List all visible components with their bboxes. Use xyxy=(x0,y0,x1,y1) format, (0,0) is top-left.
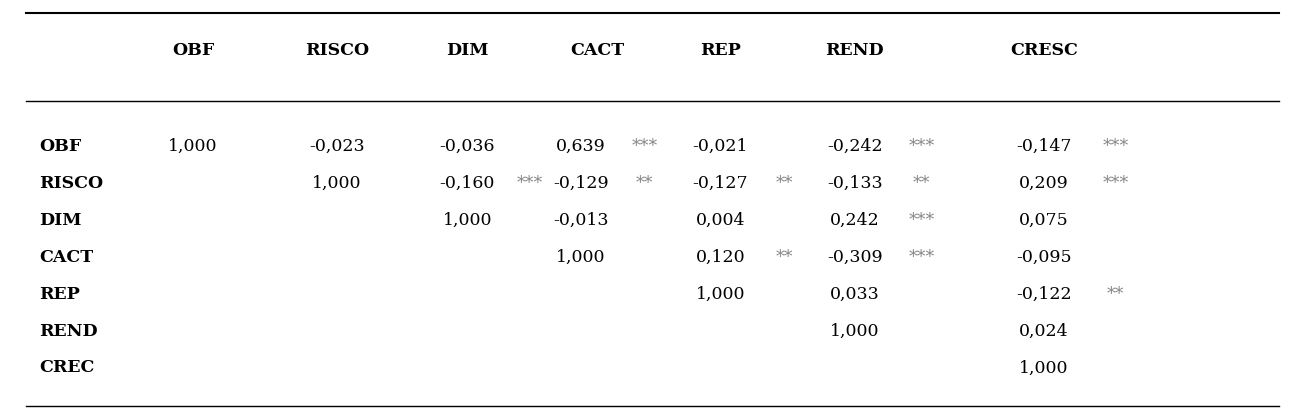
Text: 1,000: 1,000 xyxy=(830,323,880,339)
Text: -0,127: -0,127 xyxy=(693,175,748,192)
Text: OBF: OBF xyxy=(172,42,214,59)
Text: DIM: DIM xyxy=(446,42,488,59)
Text: **: ** xyxy=(775,249,793,266)
Text: 0,209: 0,209 xyxy=(1019,175,1069,192)
Text: CACT: CACT xyxy=(570,42,625,59)
Text: 1,000: 1,000 xyxy=(442,212,492,229)
Text: CREC: CREC xyxy=(39,360,94,376)
Text: ***: *** xyxy=(517,175,543,192)
Text: -0,095: -0,095 xyxy=(1017,249,1071,266)
Text: 0,024: 0,024 xyxy=(1019,323,1069,339)
Text: **: ** xyxy=(636,175,654,192)
Text: -0,309: -0,309 xyxy=(827,249,882,266)
Text: **: ** xyxy=(775,175,793,192)
Text: REND: REND xyxy=(39,323,98,339)
Text: ***: *** xyxy=(632,138,658,155)
Text: REP: REP xyxy=(39,286,80,303)
Text: REP: REP xyxy=(699,42,741,59)
Text: ***: *** xyxy=(908,249,934,266)
Text: CRESC: CRESC xyxy=(1010,42,1078,59)
Text: RISCO: RISCO xyxy=(39,175,103,192)
Text: 1,000: 1,000 xyxy=(556,249,606,266)
Text: **: ** xyxy=(1107,286,1125,303)
Text: -0,013: -0,013 xyxy=(553,212,608,229)
Text: 1,000: 1,000 xyxy=(1019,360,1069,376)
Text: 1,000: 1,000 xyxy=(312,175,361,192)
Text: -0,023: -0,023 xyxy=(309,138,364,155)
Text: -0,133: -0,133 xyxy=(827,175,882,192)
Text: 0,120: 0,120 xyxy=(696,249,745,266)
Text: -0,160: -0,160 xyxy=(440,175,495,192)
Text: -0,021: -0,021 xyxy=(693,138,748,155)
Text: ***: *** xyxy=(1103,138,1129,155)
Text: 0,242: 0,242 xyxy=(830,212,880,229)
Text: -0,242: -0,242 xyxy=(827,138,882,155)
Text: ***: *** xyxy=(1103,175,1129,192)
Text: -0,122: -0,122 xyxy=(1017,286,1071,303)
Text: CACT: CACT xyxy=(39,249,93,266)
Text: ***: *** xyxy=(908,138,934,155)
Text: 0,639: 0,639 xyxy=(556,138,606,155)
Text: 0,075: 0,075 xyxy=(1019,212,1069,229)
Text: **: ** xyxy=(912,175,930,192)
Text: 0,004: 0,004 xyxy=(696,212,745,229)
Text: ***: *** xyxy=(908,212,934,229)
Text: -0,129: -0,129 xyxy=(553,175,608,192)
Text: -0,036: -0,036 xyxy=(440,138,495,155)
Text: 1,000: 1,000 xyxy=(168,138,218,155)
Text: RISCO: RISCO xyxy=(304,42,369,59)
Text: REND: REND xyxy=(826,42,883,59)
Text: 1,000: 1,000 xyxy=(696,286,745,303)
Text: OBF: OBF xyxy=(39,138,81,155)
Text: -0,147: -0,147 xyxy=(1017,138,1071,155)
Text: 0,033: 0,033 xyxy=(830,286,880,303)
Text: DIM: DIM xyxy=(39,212,82,229)
